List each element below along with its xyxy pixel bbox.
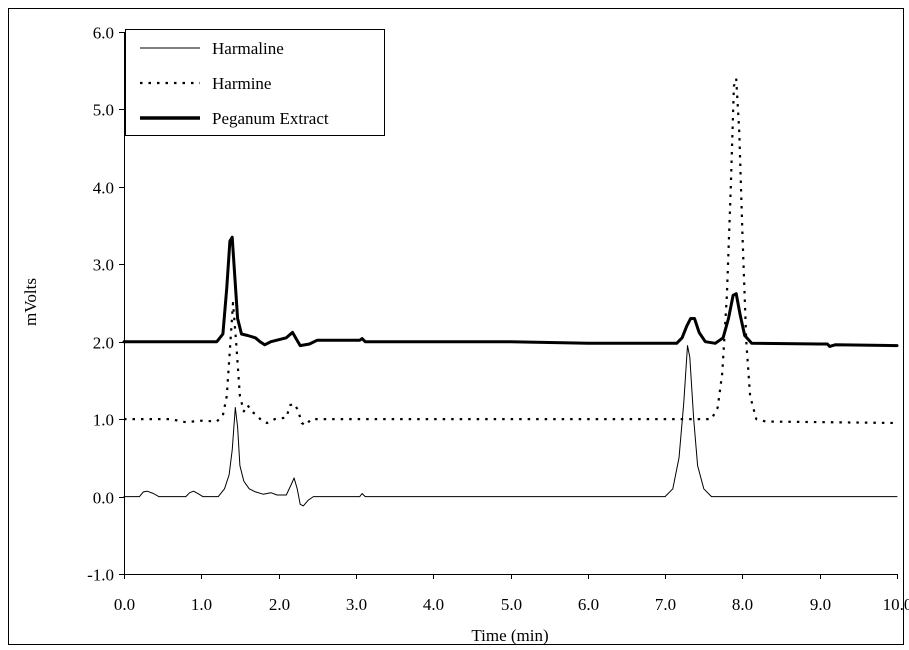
x-tick-label: 6.0 xyxy=(578,595,599,614)
x-ticks: 0.0 1.0 2.0 3.0 4.0 5.0 6.0 7.0 8.0 9.0 10.0 xyxy=(114,574,909,614)
x-tick-label: 1.0 xyxy=(191,595,212,614)
x-tick-label: 3.0 xyxy=(346,595,367,614)
x-tick-label: 5.0 xyxy=(501,595,522,614)
series-line-harmaline xyxy=(123,345,898,507)
y-ticks: -1.0 0.0 1.0 2.0 3.0 4.0 5.0 6.0 xyxy=(87,24,124,585)
y-tick-label: 0.0 xyxy=(93,489,114,508)
x-tick-label: 2.0 xyxy=(269,595,290,614)
x-tick-label: 8.0 xyxy=(732,595,753,614)
x-tick-label: 0.0 xyxy=(114,595,135,614)
x-tick-label: 10.0 xyxy=(883,595,909,614)
x-axis-label: Time (min) xyxy=(471,626,548,645)
series-line-peganum-extract xyxy=(122,235,899,348)
legend-label-harmaline: Harmaline xyxy=(212,39,284,58)
legend-label-peganum-extract: Peganum Extract xyxy=(212,109,329,128)
series-line-harmine xyxy=(124,77,898,427)
x-tick-label: 4.0 xyxy=(423,595,444,614)
y-tick-label: 3.0 xyxy=(93,256,114,275)
y-tick-label: 2.0 xyxy=(93,334,114,353)
y-tick-label: 5.0 xyxy=(93,101,114,120)
legend: Harmaline Harmine Peganum Extract xyxy=(125,29,385,136)
legend-label-harmine: Harmine xyxy=(212,74,271,93)
y-axis-label: mVolts xyxy=(21,278,40,326)
y-tick-label: 6.0 xyxy=(93,24,114,43)
series-layer xyxy=(122,77,899,507)
y-tick-label: 1.0 xyxy=(93,411,114,430)
x-tick-label: 7.0 xyxy=(655,595,676,614)
y-tick-label: -1.0 xyxy=(87,566,114,585)
chart-border xyxy=(8,8,904,645)
x-tick-label: 9.0 xyxy=(810,595,831,614)
y-tick-label: 4.0 xyxy=(93,179,114,198)
